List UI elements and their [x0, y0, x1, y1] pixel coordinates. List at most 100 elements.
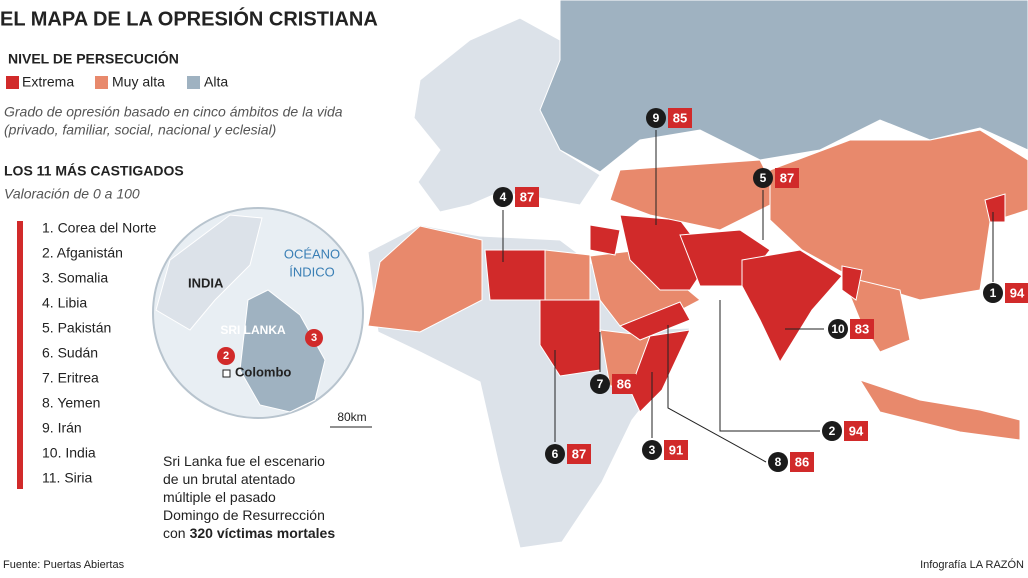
blast-marker — [217, 347, 235, 365]
ranking-item: 4. Libia — [42, 295, 87, 311]
rank-number: 7 — [597, 377, 604, 391]
city-label: Colombo — [235, 364, 291, 379]
rank-number: 9 — [653, 111, 660, 125]
myanmar — [841, 265, 863, 301]
ranking-bar — [17, 221, 23, 489]
rank-badge — [768, 452, 788, 472]
score: 94 — [849, 423, 864, 438]
score: 94 — [1010, 285, 1025, 300]
legend-label: Extrema — [22, 74, 74, 90]
score-box — [850, 319, 874, 339]
rank-number: 6 — [552, 447, 559, 461]
rank-number: 4 — [500, 190, 507, 204]
score-box — [664, 440, 688, 460]
libya — [484, 249, 546, 301]
rank-number: 10 — [831, 322, 845, 336]
syria — [589, 224, 621, 256]
leader-lines — [502, 130, 994, 463]
blast-number: 3 — [311, 332, 317, 344]
rank-badge — [983, 283, 1003, 303]
europe — [413, 17, 601, 213]
rank-badge — [822, 421, 842, 441]
ranking-item: 5. Pakistán — [42, 320, 111, 336]
score: 87 — [780, 170, 794, 185]
scale-label: 80km — [337, 410, 366, 424]
note-line: Domingo de Resurrección — [163, 507, 325, 523]
world-map — [367, 0, 1028, 549]
ranking-item: 1. Corea del Norte — [42, 220, 157, 236]
ranking-item: 9. Irán — [42, 420, 82, 436]
score: 87 — [520, 189, 534, 204]
legend-swatch — [95, 76, 108, 89]
score-box — [1005, 283, 1028, 303]
ocean-label: OCÉANO — [284, 246, 340, 261]
score: 86 — [617, 376, 631, 391]
legend-label: Alta — [204, 74, 228, 90]
rank-number: 5 — [760, 171, 767, 185]
india — [741, 249, 843, 364]
ranking-item: 2. Afganistán — [42, 245, 123, 261]
score-box — [612, 374, 636, 394]
rank-badge — [545, 444, 565, 464]
legend-swatch — [6, 76, 19, 89]
score: 86 — [795, 454, 809, 469]
rank-number: 8 — [775, 455, 782, 469]
source: Fuente: Puertas Abiertas — [3, 559, 125, 571]
rank-number: 2 — [829, 424, 836, 438]
ranking-item: 8. Yemen — [42, 395, 100, 411]
score: 83 — [855, 321, 869, 336]
score-box — [775, 168, 799, 188]
ocean-label: ÍNDICO — [289, 264, 335, 279]
north-africa — [367, 225, 483, 333]
ranking-item: 10. India — [42, 445, 96, 461]
callouts: 9 85 4 87 5 87 1 94 10 83 7 86 2 94 3 91 6 87 8 86 — [493, 108, 1028, 472]
ranking-list: 1. Corea del Norte 2. Afganistán 3. Somali… — [42, 220, 157, 486]
credit: Infografía LA RAZÓN — [920, 558, 1024, 571]
ranking-title: LOS 11 MÁS CASTIGADOS — [4, 163, 184, 179]
note-line: de un brutal atentado — [163, 471, 296, 487]
rank-badge — [646, 108, 666, 128]
island-label: SRI LANKA — [220, 323, 286, 337]
rank-badge — [493, 187, 513, 207]
ranking-item: 3. Somalia — [42, 270, 108, 286]
sri-lanka — [239, 289, 326, 413]
ranking-item: 6. Sudán — [42, 345, 98, 361]
side-panel: EL MAPA DE LA OPRESIÓN CRISTIANA NIVEL D… — [0, 6, 378, 540]
egypt — [544, 249, 591, 301]
rank-number: 3 — [649, 443, 656, 457]
score: 85 — [673, 110, 687, 125]
legend-title: NIVEL DE PERSECUCIÓN — [8, 50, 179, 67]
legend-label: Muy alta — [112, 74, 165, 90]
note-line: múltiple el pasado — [163, 489, 276, 505]
rank-badge — [828, 319, 848, 339]
note: Sri Lanka fue el escenario de un brutal a… — [163, 453, 335, 541]
rank-number: 1 — [990, 286, 997, 300]
ranking-item: 11. Siria — [42, 470, 93, 486]
southeast-asia — [841, 275, 911, 353]
yemen — [618, 301, 691, 341]
colombo-marker — [222, 369, 231, 378]
india-inset — [155, 214, 263, 331]
score: 91 — [669, 442, 683, 457]
north-korea — [984, 193, 1006, 223]
inset-country: INDIA — [188, 275, 224, 290]
ranking-subtitle: Valoración de 0 a 100 — [4, 186, 140, 202]
score-box — [668, 108, 692, 128]
legend-swatch — [187, 76, 200, 89]
blast-marker — [305, 329, 323, 347]
note-line: Sri Lanka fue el escenario — [163, 453, 325, 469]
indonesia — [858, 379, 1021, 441]
ranking-item: 7. Eritrea — [42, 370, 99, 386]
description: Grado de opresión basado en cinco ámbito… — [4, 104, 343, 120]
title: EL MAPA DE LA OPRESIÓN CRISTIANA — [0, 6, 378, 30]
score: 87 — [572, 446, 586, 461]
score-box — [567, 444, 591, 464]
blast-number: 2 — [223, 350, 229, 362]
score-box — [790, 452, 814, 472]
description: (privado, familiar, social, nacional y e… — [4, 122, 276, 138]
rank-badge — [590, 374, 610, 394]
rank-badge — [753, 168, 773, 188]
score-box — [844, 421, 868, 441]
inset-map: INDIA OCÉANO ÍNDICO SRI LANKA Colombo 2 … — [152, 207, 372, 428]
